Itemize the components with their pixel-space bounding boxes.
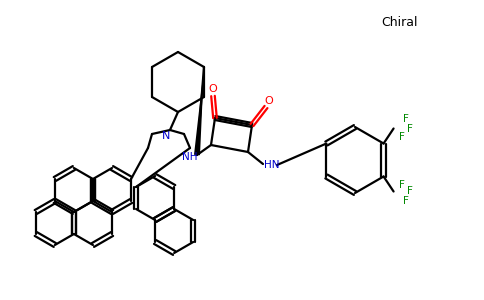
Text: N: N [162,131,170,141]
Text: F: F [407,124,412,134]
Text: F: F [403,196,408,206]
Polygon shape [194,67,204,155]
Text: HN: HN [264,160,280,170]
Text: F: F [403,115,408,124]
Text: F: F [407,187,412,196]
Text: O: O [265,96,273,106]
Text: F: F [399,179,405,190]
Text: F: F [399,131,405,142]
Text: Chiral: Chiral [382,16,418,28]
Text: NH: NH [182,152,198,162]
Text: O: O [209,84,217,94]
